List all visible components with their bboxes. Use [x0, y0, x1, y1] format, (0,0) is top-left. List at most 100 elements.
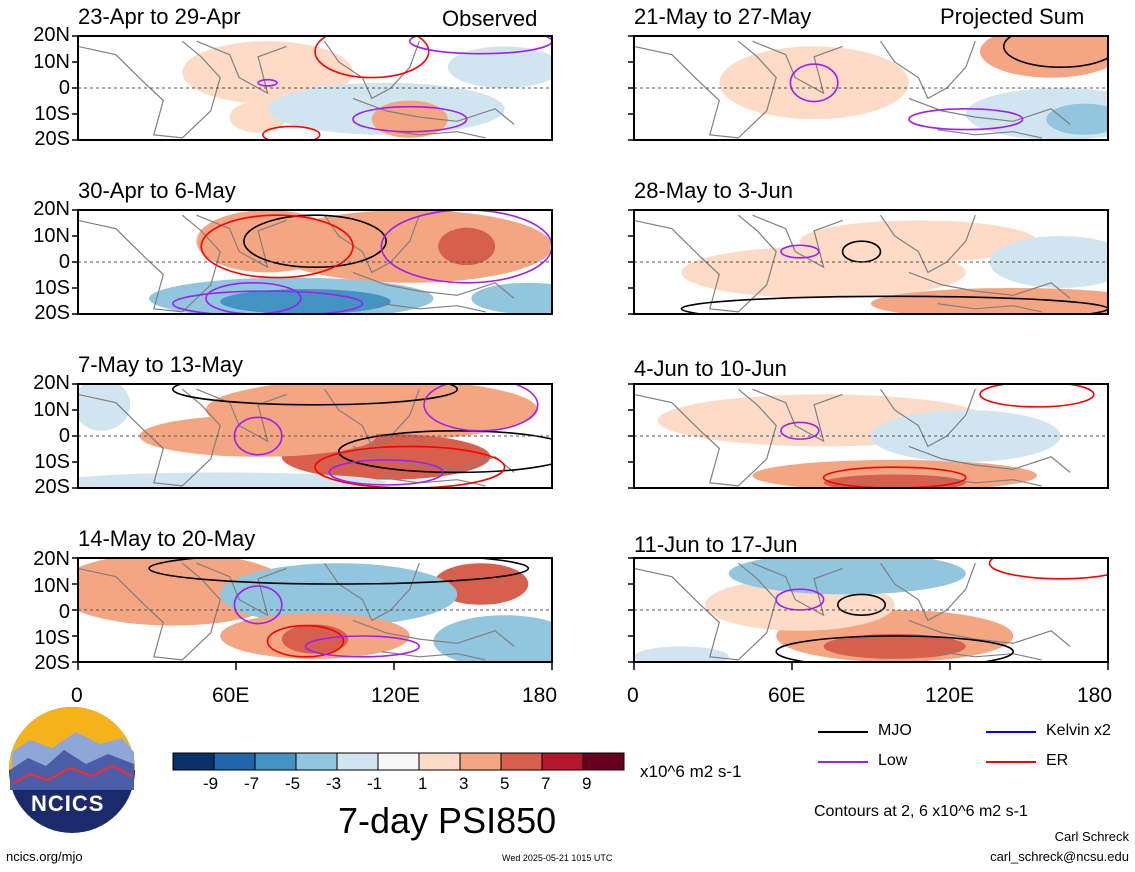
- colorbar-title: 7-day PSI850: [338, 800, 557, 841]
- lat-10s: 10S: [34, 277, 70, 299]
- coastline: [381, 303, 486, 313]
- panel-title-5: 21-May to 27-May: [634, 4, 812, 29]
- colorbar-tick: 3: [459, 774, 469, 793]
- wave-contour: [314, 36, 430, 79]
- map-panel-5: [628, 35, 1109, 141]
- panel-title-3: 7-May to 13-May: [78, 352, 244, 377]
- lon-right-120e: 120E: [925, 684, 975, 707]
- colorbar-segment: [377, 752, 420, 771]
- panel-title-7: 4-Jun to 10-Jun: [634, 356, 787, 381]
- map-panel-7: [628, 383, 1109, 489]
- wave-contour: [262, 125, 321, 140]
- lon-left-60e: 60E: [212, 684, 250, 707]
- colorbar-segment: [213, 752, 256, 771]
- lat-20n: 20N: [33, 372, 70, 394]
- coastline: [634, 40, 777, 139]
- coastline: [324, 388, 420, 448]
- lon-right-60e: 60E: [768, 684, 806, 707]
- colorbar-segment: [541, 752, 584, 771]
- coastline: [937, 651, 1042, 661]
- coastline: [908, 271, 1071, 299]
- colorbar-tick: 7: [541, 774, 551, 793]
- coastline: [352, 619, 515, 647]
- coastline: [752, 388, 843, 443]
- coastline: [908, 97, 1071, 125]
- wave-contour: [243, 214, 387, 268]
- panel-title-8: 11-Jun to 17-Jun: [634, 532, 798, 557]
- source-url[interactable]: ncics.org/mjo: [6, 849, 83, 864]
- psi-anomaly-shading: [220, 289, 391, 314]
- lat-20s: 20S: [34, 128, 70, 150]
- wave-contour: [200, 214, 354, 279]
- colorbar-segment: [418, 752, 461, 771]
- coastline: [352, 271, 515, 299]
- wave-contour: [423, 384, 539, 432]
- panel-fields: [78, 384, 552, 488]
- psi-anomaly-shading: [823, 474, 966, 488]
- colorbar-units: x10^6 m2 s-1: [640, 762, 742, 781]
- coastline: [752, 562, 843, 617]
- wave-contour: [680, 295, 1108, 314]
- wave-contour: [1002, 36, 1108, 68]
- panel-fields: [78, 210, 552, 314]
- coastline: [634, 388, 777, 487]
- psi-anomaly-shading: [281, 624, 349, 654]
- lat-10s: 10S: [34, 627, 70, 649]
- map-panel-2: [72, 209, 553, 315]
- lat-20n: 20N: [33, 198, 70, 220]
- psi-anomaly-shading: [1046, 103, 1108, 135]
- psi-anomaly-shading: [196, 210, 339, 273]
- lon-left-0: 0: [71, 684, 83, 707]
- colorbar-segment: [254, 752, 297, 771]
- wave-contour: [337, 430, 552, 474]
- lat-10s: 10S: [34, 103, 70, 125]
- coastline: [880, 214, 976, 274]
- coastline: [324, 214, 420, 274]
- lat-10n: 10N: [33, 51, 70, 73]
- author-email: carl_schreck@ncsu.edu: [990, 849, 1129, 864]
- psi-anomaly-shading: [799, 220, 1037, 262]
- psi-anomaly-shading: [728, 558, 966, 595]
- timestamp: Wed 2025-05-21 1015 UTC: [502, 853, 613, 863]
- wave-contour: [328, 459, 444, 486]
- projected-label: Projected Sum: [940, 4, 1085, 29]
- panel-title-4: 14-May to 20-May: [78, 526, 256, 551]
- legend-label-er: ER: [1046, 752, 1069, 769]
- wave-contour: [314, 445, 506, 488]
- wave-contour: [908, 107, 1024, 131]
- coastline: [937, 129, 1042, 139]
- colorbar-segment: [582, 752, 625, 771]
- colorbar-segment: [459, 752, 502, 771]
- wave-contour: [233, 585, 283, 625]
- wave-contour: [979, 384, 1095, 408]
- lat-20s: 20S: [34, 302, 70, 324]
- ncics-logo: [9, 707, 135, 833]
- wave-contour: [172, 384, 458, 406]
- lon-left-180: 180: [522, 684, 558, 707]
- colorbar-tick: 5: [500, 774, 510, 793]
- map-panel-1: [72, 35, 553, 141]
- coastline: [196, 562, 287, 617]
- coastline: [78, 388, 221, 487]
- lon-left-120e: 120E: [371, 684, 421, 707]
- coastline: [880, 562, 976, 622]
- psi-anomaly-shading: [823, 633, 966, 659]
- lat-10n: 10N: [33, 399, 70, 421]
- coastline: [937, 303, 1042, 313]
- legend-label-kelvin: Kelvin x2: [1046, 722, 1111, 739]
- coastline: [880, 388, 976, 448]
- wave-contour: [172, 290, 364, 314]
- coastline: [196, 214, 287, 269]
- wave-contour: [822, 466, 967, 488]
- coastline: [78, 562, 221, 661]
- map-panel-6: [628, 209, 1109, 315]
- colorbar-tick: 9: [582, 774, 592, 793]
- wave-contour: [257, 78, 278, 87]
- coastline: [752, 40, 843, 95]
- psi-anomaly-shading: [438, 227, 496, 266]
- lon-right-180: 180: [1077, 684, 1113, 707]
- wave-contour: [789, 63, 839, 103]
- coastline: [78, 214, 221, 313]
- coastline: [634, 214, 777, 313]
